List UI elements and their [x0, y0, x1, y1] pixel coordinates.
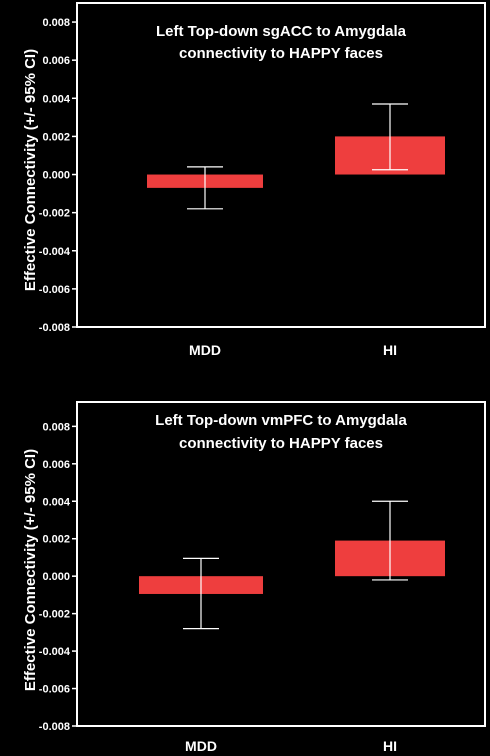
y-axis-label: Effective Connectivity (+/- 95% CI)	[22, 449, 39, 691]
chart-sgacc: -0.008 -0.006 -0.004 -0.002 0.000 0.002 0.004 0…	[22, 2, 486, 358]
y-tick-label: -0.006	[39, 684, 70, 696]
chart-panel-sgacc: -0.008 -0.006 -0.004 -0.002 0.000 0.002 0.004 0…	[22, 2, 486, 358]
chart-vmpfc: -0.008 -0.006 -0.004 -0.002 0.000 0.002 0.004 0…	[22, 401, 486, 754]
y-tick-label: -0.002	[39, 609, 70, 621]
plot-frame	[76, 2, 486, 328]
y-tick-label: 0.006	[42, 459, 70, 471]
y-tick-label: 0.004	[42, 93, 70, 105]
y-tick-label: 0.002	[42, 534, 70, 546]
y-tick-label: -0.006	[39, 284, 70, 296]
x-tick-label-mdd: MDD	[185, 738, 217, 754]
y-tick-label: 0.000	[42, 571, 70, 583]
y-tick-label: 0.000	[42, 170, 70, 182]
x-tick-label-mdd: MDD	[189, 342, 221, 358]
y-tick-label: 0.002	[42, 131, 70, 143]
y-axis-label: Effective Connectivity (+/- 95% CI)	[22, 49, 39, 291]
chart-panel-vmpfc: -0.008 -0.006 -0.004 -0.002 0.000 0.002 0.004 0…	[0, 388, 490, 756]
chart-title-line: Left Top-down vmPFC to Amygdala	[155, 412, 407, 429]
y-tick-label: -0.008	[39, 322, 70, 334]
y-tick-label: 0.004	[42, 496, 70, 508]
plot-frame	[76, 401, 486, 727]
x-tick-label-hi: HI	[383, 342, 397, 358]
chart-title-line: connectivity to HAPPY faces	[179, 45, 383, 62]
y-tick-label: 0.008	[42, 17, 70, 29]
y-tick-label: 0.006	[42, 55, 70, 67]
y-tick-label: -0.008	[39, 721, 70, 733]
chart-title-line: Left Top-down sgACC to Amygdala	[156, 23, 407, 40]
y-tick-label: -0.002	[39, 208, 70, 220]
x-tick-label-hi: HI	[383, 738, 397, 754]
y-tick-label: 0.008	[42, 421, 70, 433]
chart-title-line: connectivity to HAPPY faces	[179, 435, 383, 452]
y-tick-label: -0.004	[39, 646, 71, 658]
y-tick-label: -0.004	[39, 246, 71, 258]
